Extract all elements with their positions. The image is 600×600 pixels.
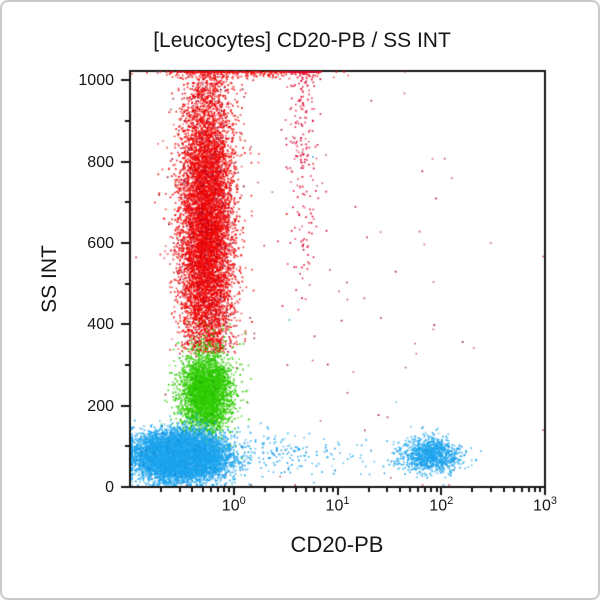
y-tick-label-400: 400 bbox=[87, 316, 114, 334]
x-tick-label-10e0: 100 bbox=[221, 495, 246, 515]
x-tick-label-10e1: 101 bbox=[325, 495, 350, 515]
y-tick-label-1000: 1000 bbox=[78, 72, 114, 90]
plot-title: [Leucocytes] CD20-PB / SS INT bbox=[153, 29, 451, 52]
y-axis-label: SS INT bbox=[38, 245, 61, 313]
x-axis-label: CD20-PB bbox=[290, 532, 384, 557]
x-tick-label-10e2: 102 bbox=[429, 495, 454, 515]
y-tick-label-0: 0 bbox=[105, 479, 114, 496]
y-tick-label-200: 200 bbox=[87, 397, 114, 415]
x-tick-label-10e3: 103 bbox=[533, 495, 557, 515]
y-tick-label-600: 600 bbox=[87, 235, 114, 252]
y-tick-label-800: 800 bbox=[87, 153, 114, 171]
